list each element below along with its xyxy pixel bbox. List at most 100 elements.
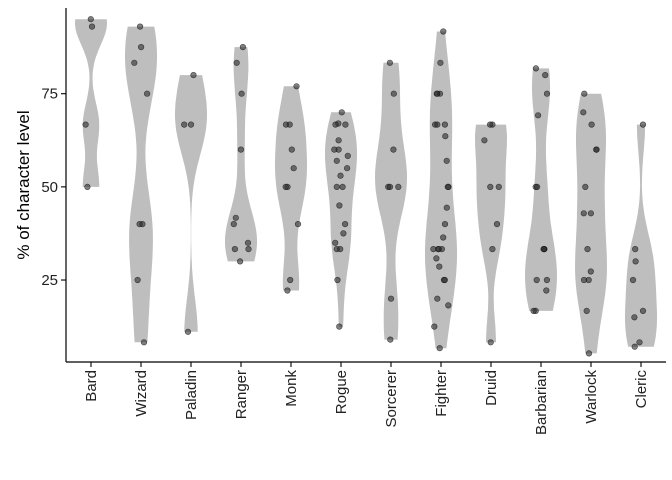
- point-monk-3: [288, 146, 295, 153]
- point-sorcerer-6: [387, 295, 395, 302]
- point-barbarian-2: [543, 90, 551, 97]
- point-bard-2: [82, 121, 89, 128]
- violin-bard: [75, 19, 107, 187]
- violin-monk: [275, 86, 307, 291]
- point-warlock-7: [580, 210, 587, 217]
- point-rogue-15: [340, 230, 347, 237]
- violins-layer: [75, 19, 657, 354]
- point-warlock-4: [593, 146, 600, 153]
- point-fighter-19: [433, 255, 440, 262]
- point-cleric-1: [632, 246, 639, 253]
- point-fighter-23: [434, 295, 441, 302]
- point-druid-2: [481, 137, 488, 144]
- point-monk-2: [286, 121, 293, 128]
- point-warlock-8: [584, 246, 591, 253]
- point-fighter-22: [441, 276, 448, 284]
- points-layer: [82, 16, 647, 357]
- point-fighter-4: [433, 90, 440, 97]
- point-barbarian-11: [543, 287, 550, 294]
- point-ranger-9: [237, 258, 244, 265]
- point-wizard-6: [134, 276, 141, 284]
- point-barbarian-9: [543, 276, 551, 284]
- point-fighter-18: [435, 246, 442, 253]
- point-warlock-13: [585, 350, 593, 357]
- violin-warlock: [575, 93, 607, 354]
- point-rogue-14: [342, 221, 349, 228]
- point-warlock-5: [582, 183, 589, 190]
- point-rogue-3: [342, 121, 349, 128]
- point-barbarian-0: [532, 65, 540, 72]
- point-monk-8: [287, 276, 294, 284]
- point-wizard-7: [140, 339, 148, 346]
- point-ranger-3: [237, 146, 244, 153]
- point-wizard-0: [137, 23, 144, 30]
- point-fighter-8: [442, 133, 449, 140]
- x-tick-label-barbarian: Barbarian: [533, 370, 550, 435]
- x-tick-label-rogue: Rogue: [333, 370, 350, 414]
- point-barbarian-8: [540, 246, 547, 253]
- point-bard-0: [87, 16, 94, 23]
- point-rogue-8: [333, 157, 340, 164]
- x-tick-label-ranger: Ranger: [233, 370, 250, 419]
- violin-sorcerer: [375, 62, 407, 340]
- point-rogue-0: [338, 109, 345, 116]
- violin-druid: [475, 124, 507, 343]
- violin-barbarian: [525, 68, 557, 311]
- point-paladin-3: [184, 328, 192, 335]
- point-fighter-11: [444, 183, 451, 190]
- point-warlock-2: [588, 121, 595, 128]
- point-ranger-0: [239, 43, 246, 51]
- x-tick-label-sorcerer: Sorcerer: [383, 370, 400, 428]
- point-monk-7: [294, 221, 302, 228]
- x-tick-label-druid: Druid: [483, 370, 500, 406]
- point-paladin-2: [187, 121, 195, 128]
- point-wizard-3: [144, 90, 151, 97]
- point-sorcerer-3: [395, 183, 402, 190]
- point-cleric-4: [639, 307, 647, 315]
- point-wizard-2: [131, 59, 138, 66]
- point-fighter-9: [443, 157, 450, 164]
- x-tick-label-monk: Monk: [283, 370, 300, 407]
- point-ranger-1: [233, 59, 240, 66]
- point-rogue-16: [332, 239, 339, 246]
- point-rogue-20: [336, 323, 343, 330]
- point-monk-4: [290, 165, 297, 172]
- point-warlock-1: [580, 109, 587, 116]
- point-druid-1: [487, 121, 494, 128]
- point-warlock-11: [585, 276, 592, 284]
- point-bard-3: [84, 183, 91, 190]
- point-monk-9: [284, 287, 291, 294]
- x-tick-label-fighter: Fighter: [433, 370, 450, 417]
- point-rogue-11: [333, 183, 340, 190]
- point-fighter-0: [440, 28, 447, 35]
- point-rogue-10: [337, 172, 344, 179]
- point-monk-6: [282, 183, 289, 190]
- point-rogue-19: [334, 276, 341, 284]
- point-warlock-6: [587, 210, 595, 217]
- x-ticks: Bard Wizard Paladin Ranger Monk Rogue Sorcerer…: [83, 362, 650, 435]
- x-tick-label-paladin: Paladin: [183, 370, 200, 420]
- point-ranger-6: [244, 239, 252, 246]
- y-tick-label-50: 50: [41, 179, 58, 196]
- x-tick-label-wizard: Wizard: [133, 370, 150, 417]
- violin-paladin: [175, 75, 207, 332]
- violin-ranger: [225, 47, 257, 262]
- point-sorcerer-5: [386, 183, 394, 190]
- point-barbarian-13: [530, 307, 537, 315]
- point-druid-3: [495, 183, 502, 190]
- point-druid-7: [487, 339, 494, 346]
- point-cleric-2: [632, 258, 639, 265]
- point-rogue-4: [335, 137, 342, 144]
- y-tick-label-25: 25: [41, 272, 58, 289]
- point-rogue-7: [344, 152, 351, 159]
- point-barbarian-5: [533, 183, 541, 190]
- point-fighter-24: [445, 302, 452, 309]
- x-tick-label-warlock: Warlock: [583, 370, 600, 424]
- point-rogue-13: [336, 202, 343, 209]
- point-warlock-0: [581, 90, 588, 97]
- point-fighter-25: [431, 323, 438, 330]
- point-fighter-7: [434, 121, 441, 128]
- point-paladin-1: [181, 121, 188, 128]
- point-fighter-14: [440, 234, 447, 241]
